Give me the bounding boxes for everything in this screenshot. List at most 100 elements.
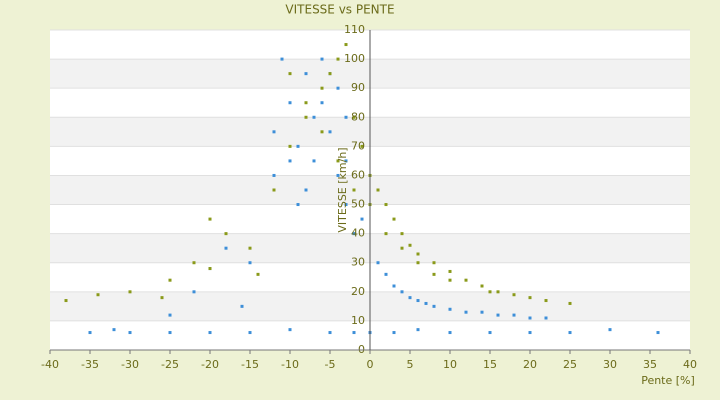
point (360, 144, 364, 148)
point (336, 159, 340, 163)
point (320, 130, 324, 134)
point (392, 217, 396, 221)
point (336, 57, 340, 61)
point (432, 304, 436, 308)
point (328, 331, 332, 335)
y-tick-label: 50 (351, 198, 365, 211)
point (248, 246, 252, 250)
point (272, 173, 276, 177)
point (488, 290, 492, 294)
point (392, 284, 396, 288)
y-tick-label: 40 (351, 227, 365, 240)
point (336, 173, 340, 177)
point (224, 232, 228, 236)
point (384, 272, 388, 276)
point (192, 261, 196, 265)
x-tick-label: 0 (367, 358, 374, 371)
point (376, 188, 380, 192)
point (272, 130, 276, 134)
point (320, 101, 324, 105)
point (192, 290, 196, 294)
point (272, 188, 276, 192)
y-axis-label: VITESSE [km/h] (336, 147, 349, 232)
x-axis-label: Pente [%] (641, 374, 695, 387)
point (528, 316, 532, 320)
point (312, 159, 316, 163)
y-tick-label: 100 (344, 52, 365, 65)
point (416, 261, 420, 265)
point (328, 72, 332, 76)
x-tick-label: 10 (443, 358, 457, 371)
x-tick-label: -40 (41, 358, 59, 371)
x-tick-label: -15 (241, 358, 259, 371)
point (352, 115, 356, 119)
point (248, 331, 252, 335)
point (432, 272, 436, 276)
point (288, 101, 292, 105)
point (344, 203, 348, 207)
point (512, 313, 516, 317)
point (280, 57, 284, 61)
x-tick-label: 25 (563, 358, 577, 371)
point (344, 115, 348, 119)
point (656, 331, 660, 335)
point (464, 278, 468, 282)
point (544, 316, 548, 320)
y-tick-label: 20 (351, 285, 365, 298)
point (496, 313, 500, 317)
x-tick-label: -20 (201, 358, 219, 371)
x-tick-label: -35 (81, 358, 99, 371)
point (288, 328, 292, 332)
point (256, 272, 260, 276)
x-tick-label: 35 (643, 358, 657, 371)
y-tick-label: 90 (351, 81, 365, 94)
point (128, 290, 132, 294)
point (88, 331, 92, 335)
x-tick-label: 20 (523, 358, 537, 371)
point (168, 313, 172, 317)
point (544, 299, 548, 303)
point (400, 232, 404, 236)
point (112, 328, 116, 332)
point (240, 304, 244, 308)
point (312, 115, 316, 119)
point (392, 331, 396, 335)
point (296, 144, 300, 148)
point (304, 115, 308, 119)
point (96, 293, 100, 297)
point (480, 310, 484, 314)
point (208, 267, 212, 271)
point (320, 86, 324, 90)
point (568, 331, 572, 335)
y-tick-label: 70 (351, 139, 365, 152)
point (168, 331, 172, 335)
y-tick-label: 30 (351, 256, 365, 269)
y-tick-label: 60 (351, 168, 365, 181)
point (448, 269, 452, 273)
x-tick-label: -30 (121, 358, 139, 371)
point (400, 246, 404, 250)
point (288, 144, 292, 148)
point (296, 203, 300, 207)
x-tick-label: 5 (407, 358, 414, 371)
point (424, 301, 428, 305)
y-tick-label: 110 (344, 23, 365, 36)
point (360, 217, 364, 221)
point (208, 217, 212, 221)
marks (64, 43, 660, 335)
x-tick-label: 15 (483, 358, 497, 371)
point (224, 246, 228, 250)
point (528, 331, 532, 335)
point (448, 307, 452, 311)
x-tick-label: 30 (603, 358, 617, 371)
point (64, 299, 68, 303)
point (496, 290, 500, 294)
point (432, 261, 436, 265)
point (248, 261, 252, 265)
point (416, 252, 420, 256)
point (400, 290, 404, 294)
point (336, 86, 340, 90)
point (408, 243, 412, 247)
point (328, 130, 332, 134)
point (352, 232, 356, 236)
